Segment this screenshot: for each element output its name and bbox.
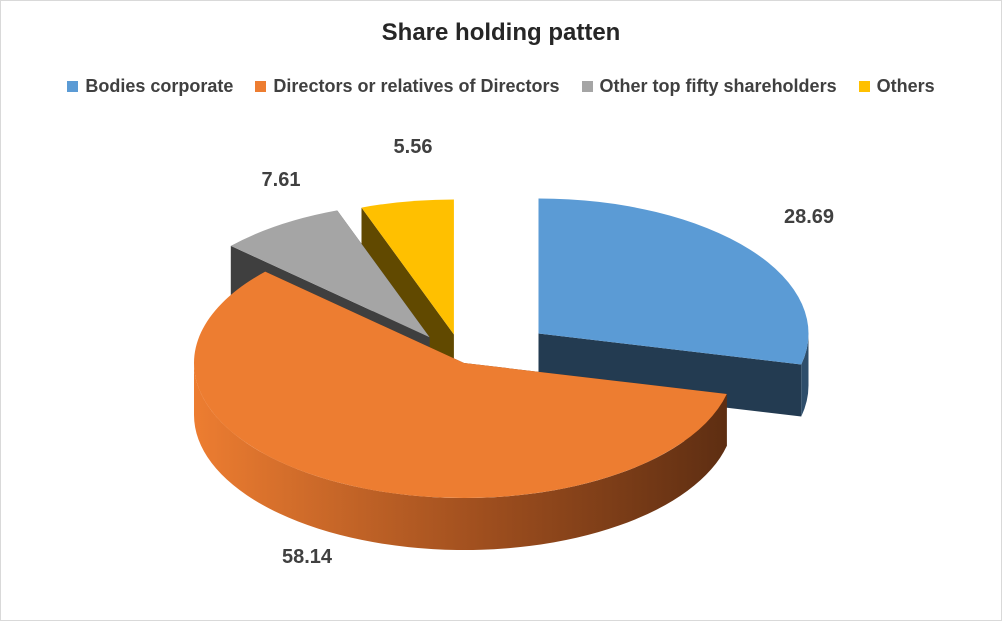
pie-slice-bodies-corporate xyxy=(538,198,809,417)
legend-item-directors: Directors or relatives of Directors xyxy=(255,76,560,97)
data-label-other-top-fifty: 7.61 xyxy=(262,169,301,191)
slice-top-bodies-corporate xyxy=(538,198,809,365)
legend-item-other-top-fifty: Other top fifty shareholders xyxy=(581,76,837,97)
legend-swatch-directors xyxy=(255,81,267,92)
slice-wall-end-bodies-corporate xyxy=(538,333,802,417)
slice-top-other-top-fifty xyxy=(230,210,430,338)
legend-label-other-top-fifty: Other top fifty shareholders xyxy=(599,76,837,96)
slice-top-directors xyxy=(194,271,727,498)
legend-label-directors: Directors or relatives of Directors xyxy=(273,76,560,96)
legend-swatch-others xyxy=(858,81,870,92)
data-label-directors: 58.14 xyxy=(282,546,333,568)
legend: Bodies corporate Directors or relatives … xyxy=(1,76,1001,97)
legend-swatch-other-top-fifty xyxy=(581,81,593,92)
pie-slice-others xyxy=(361,199,454,387)
legend-swatch-bodies-corporate xyxy=(67,81,79,92)
data-label-bodies-corporate: 28.69 xyxy=(784,206,834,228)
pie-slice-directors xyxy=(193,271,727,550)
legend-label-bodies-corporate: Bodies corporate xyxy=(85,76,234,96)
legend-item-bodies-corporate: Bodies corporate xyxy=(67,76,233,97)
slice-top-others xyxy=(361,199,454,335)
slice-rim-bodies-corporate xyxy=(801,333,809,417)
slice-wall-start-others xyxy=(361,207,454,387)
legend-item-others: Others xyxy=(858,76,935,97)
data-label-others: 5.56 xyxy=(394,136,433,158)
legend-label-others: Others xyxy=(876,76,935,96)
chart-title: Share holding patten xyxy=(381,19,621,46)
slice-rim-directors xyxy=(193,363,727,550)
